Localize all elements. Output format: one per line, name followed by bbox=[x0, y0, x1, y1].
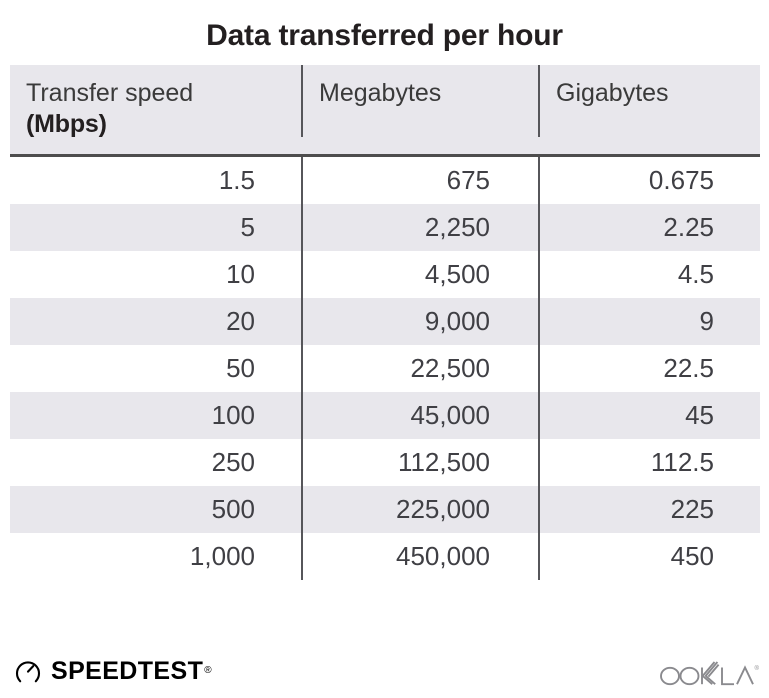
cell-value: 675 bbox=[301, 157, 538, 204]
column-header-transfer-speed: Transfer speed (Mbps) bbox=[10, 65, 301, 157]
cell-gigabytes: 112.5 bbox=[538, 439, 760, 486]
cell-gigabytes: 2.25 bbox=[538, 204, 760, 251]
cell-transfer-speed: 100 bbox=[10, 392, 301, 439]
table-header-row: Transfer speed (Mbps) Megabytes Gigabyte… bbox=[10, 65, 760, 157]
cell-value: 5 bbox=[240, 212, 255, 242]
cell-megabytes: 112,500 bbox=[301, 439, 538, 486]
cell-value: 0.675 bbox=[538, 157, 760, 204]
ookla-registered-mark: ® bbox=[755, 665, 760, 672]
cell-gigabytes: 0.675 bbox=[538, 156, 760, 204]
column-header-label-gigabytes: Gigabytes bbox=[556, 79, 669, 107]
cell-value: 450 bbox=[538, 533, 760, 580]
cell-value: 4,500 bbox=[301, 251, 538, 298]
cell-megabytes: 450,000 bbox=[301, 533, 538, 580]
cell-megabytes: 45,000 bbox=[301, 392, 538, 439]
cell-value: 1,000 bbox=[189, 541, 255, 571]
cell-transfer-speed: 5 bbox=[10, 204, 301, 251]
cell-transfer-speed: 500 bbox=[10, 486, 301, 533]
data-table-container: Transfer speed (Mbps) Megabytes Gigabyte… bbox=[10, 65, 760, 580]
cell-value: 450,000 bbox=[301, 533, 538, 580]
speedtest-logo: SPEEDTEST ® bbox=[14, 654, 212, 688]
cell-value: 22,500 bbox=[301, 345, 538, 392]
cell-value: 2,250 bbox=[301, 204, 538, 251]
cell-value: 10 bbox=[226, 259, 255, 289]
table-header: Transfer speed (Mbps) Megabytes Gigabyte… bbox=[10, 65, 760, 157]
cell-value: 112,500 bbox=[301, 439, 538, 486]
table-row: 20 9,000 9 bbox=[10, 298, 760, 345]
cell-transfer-speed: 20 bbox=[10, 298, 301, 345]
table-row: 1.5 675 0.675 bbox=[10, 156, 760, 205]
column-header-label-speed: Transfer speed bbox=[26, 79, 194, 107]
cell-value: 1.5 bbox=[218, 165, 255, 195]
ookla-wordmark-icon: ® bbox=[660, 661, 760, 686]
cell-value: 20 bbox=[226, 306, 255, 336]
cell-value: 225,000 bbox=[301, 486, 538, 533]
cell-value: 100 bbox=[211, 400, 255, 430]
table-row: 100 45,000 45 bbox=[10, 392, 760, 439]
cell-transfer-speed: 1,000 bbox=[10, 533, 301, 580]
cell-transfer-speed: 50 bbox=[10, 345, 301, 392]
cell-transfer-speed: 10 bbox=[10, 251, 301, 298]
speedtest-wordmark: SPEEDTEST bbox=[51, 657, 204, 685]
cell-value: 500 bbox=[211, 494, 255, 524]
speedtest-registered-mark: ® bbox=[204, 665, 212, 676]
data-table: Transfer speed (Mbps) Megabytes Gigabyte… bbox=[10, 65, 760, 580]
cell-value: 45,000 bbox=[301, 392, 538, 439]
cell-megabytes: 2,250 bbox=[301, 204, 538, 251]
column-header-gigabytes: Gigabytes bbox=[538, 65, 760, 157]
cell-value: 50 bbox=[226, 353, 255, 383]
column-header-megabytes: Megabytes bbox=[301, 65, 538, 157]
cell-value: 112.5 bbox=[538, 439, 760, 486]
ookla-logo: ® bbox=[659, 656, 759, 688]
cell-megabytes: 4,500 bbox=[301, 251, 538, 298]
table-row: 50 22,500 22.5 bbox=[10, 345, 760, 392]
cell-transfer-speed: 1.5 bbox=[10, 156, 301, 205]
table-body: 1.5 675 0.675 5 2,250 2.25 10 4,500 4.5 … bbox=[10, 156, 760, 580]
cell-value: 2.25 bbox=[538, 204, 760, 251]
cell-gigabytes: 9 bbox=[538, 298, 760, 345]
cell-value: 250 bbox=[211, 447, 255, 477]
cell-value: 9 bbox=[538, 298, 760, 345]
cell-value: 9,000 bbox=[301, 298, 538, 345]
cell-transfer-speed: 250 bbox=[10, 439, 301, 486]
table-row: 1,000 450,000 450 bbox=[10, 533, 760, 580]
cell-megabytes: 22,500 bbox=[301, 345, 538, 392]
table-row: 5 2,250 2.25 bbox=[10, 204, 760, 251]
cell-gigabytes: 4.5 bbox=[538, 251, 760, 298]
cell-megabytes: 225,000 bbox=[301, 486, 538, 533]
cell-value: 45 bbox=[538, 392, 760, 439]
column-header-unit-speed: (Mbps) bbox=[26, 110, 107, 138]
cell-megabytes: 675 bbox=[301, 156, 538, 204]
page-title: Data transferred per hour bbox=[206, 19, 563, 52]
cell-megabytes: 9,000 bbox=[301, 298, 538, 345]
cell-gigabytes: 45 bbox=[538, 392, 760, 439]
table-row: 250 112,500 112.5 bbox=[10, 439, 760, 486]
footer: SPEEDTEST ® bbox=[0, 648, 769, 698]
cell-value: 4.5 bbox=[538, 251, 760, 298]
table-row: 10 4,500 4.5 bbox=[10, 251, 760, 298]
cell-value: 225 bbox=[538, 486, 760, 533]
cell-gigabytes: 450 bbox=[538, 533, 760, 580]
cell-gigabytes: 22.5 bbox=[538, 345, 760, 392]
gauge-icon bbox=[14, 657, 42, 685]
column-header-label-megabytes: Megabytes bbox=[319, 79, 442, 107]
cell-value: 22.5 bbox=[538, 345, 760, 392]
cell-gigabytes: 225 bbox=[538, 486, 760, 533]
table-row: 500 225,000 225 bbox=[10, 486, 760, 533]
